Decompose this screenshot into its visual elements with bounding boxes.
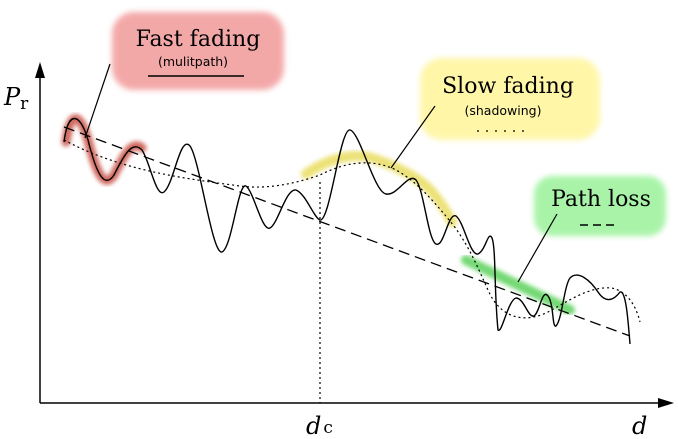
slow-fading-pointer — [390, 105, 436, 169]
fast-fading-subtitle: (mulitpath) — [158, 54, 228, 69]
fast-fading-curve — [63, 118, 631, 345]
path-loss-pointer — [517, 213, 558, 283]
x-axis-label: d — [632, 412, 647, 439]
slow-fading-title: Slow fading — [442, 74, 574, 99]
path-loss-title: Path loss — [551, 187, 651, 212]
slow-fading-curve-highlight — [301, 150, 457, 227]
path-loss-highlight — [534, 176, 666, 236]
fast-fading-title: Fast fading — [136, 27, 261, 52]
x-axis-arrow-icon — [658, 398, 674, 408]
y-axis-arrow-icon — [35, 62, 45, 78]
path-loss-dashed-line — [63, 126, 631, 337]
path-loss-curve-highlight — [461, 255, 575, 315]
slow-fading-highlight — [420, 58, 600, 140]
y-axis-label: Pr — [3, 83, 29, 114]
fast-fading-highlight — [112, 12, 284, 90]
fast-fading-pointer — [84, 63, 111, 139]
y-axis-label-sub: r — [20, 94, 29, 114]
dc-marker-label-sub: c — [323, 418, 333, 438]
slow-fading-subtitle: (shadowing) — [465, 103, 542, 118]
